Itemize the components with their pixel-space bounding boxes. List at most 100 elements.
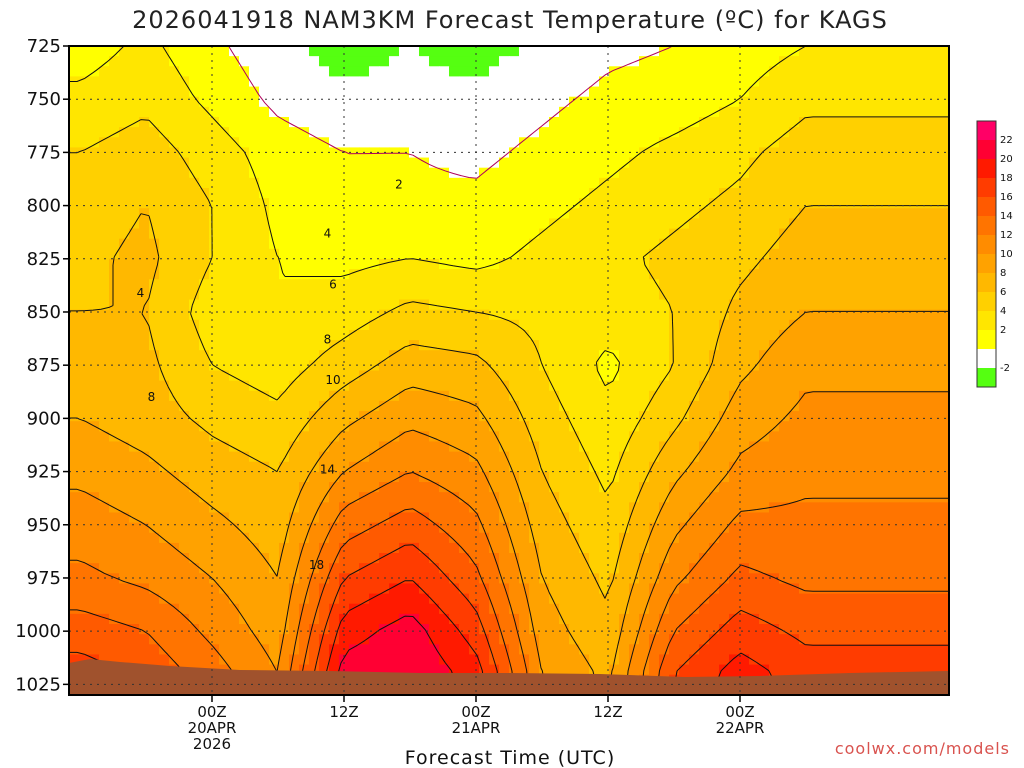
heatmap-cell bbox=[439, 106, 450, 118]
heatmap-cell bbox=[329, 319, 340, 331]
heatmap-cell bbox=[839, 46, 850, 57]
heatmap-cell bbox=[109, 603, 120, 615]
heatmap-cell bbox=[789, 248, 800, 260]
heatmap-cell bbox=[739, 116, 750, 128]
heatmap-cell bbox=[469, 400, 480, 412]
heatmap-cell bbox=[869, 370, 880, 382]
heatmap-cell bbox=[319, 127, 330, 138]
heatmap-cell bbox=[529, 431, 540, 443]
heatmap-cell bbox=[249, 400, 260, 412]
heatmap-cell bbox=[89, 461, 100, 473]
heatmap-cell bbox=[799, 350, 810, 361]
heatmap-cell bbox=[639, 46, 650, 57]
heatmap-cell bbox=[799, 167, 810, 179]
heatmap-cell bbox=[809, 593, 820, 605]
heatmap-cell bbox=[429, 573, 440, 585]
heatmap-cell bbox=[119, 471, 130, 483]
heatmap-cell bbox=[99, 542, 110, 554]
heatmap-cell bbox=[529, 86, 540, 98]
heatmap-cell bbox=[339, 603, 350, 615]
heatmap-cell bbox=[829, 431, 840, 443]
heatmap-cell bbox=[629, 96, 640, 108]
heatmap-cell bbox=[159, 431, 170, 443]
heatmap-cell bbox=[879, 380, 890, 392]
heatmap-cell bbox=[499, 289, 510, 301]
heatmap-cell bbox=[479, 400, 490, 412]
heatmap-cell bbox=[849, 441, 860, 453]
heatmap-cell bbox=[159, 279, 170, 290]
heatmap-cell bbox=[549, 289, 560, 301]
heatmap-cell bbox=[339, 340, 350, 351]
heatmap-cell bbox=[109, 380, 120, 392]
heatmap-cell bbox=[189, 289, 200, 301]
heatmap-cell bbox=[769, 573, 780, 585]
heatmap-cell bbox=[229, 563, 240, 574]
heatmap-cell bbox=[859, 522, 870, 534]
heatmap-cell bbox=[789, 350, 800, 361]
heatmap-cell bbox=[489, 370, 500, 382]
heatmap-cell bbox=[269, 380, 280, 392]
heatmap-cell bbox=[839, 228, 850, 240]
heatmap-cell bbox=[429, 380, 440, 392]
heatmap-cell bbox=[559, 603, 570, 615]
heatmap-cell bbox=[869, 553, 880, 564]
heatmap-cell bbox=[749, 238, 760, 250]
heatmap-cell bbox=[339, 106, 350, 118]
heatmap-cell bbox=[939, 127, 949, 138]
heatmap-cell bbox=[429, 482, 440, 493]
heatmap-cell bbox=[319, 309, 330, 321]
heatmap-cell bbox=[619, 553, 630, 564]
heatmap-cell bbox=[839, 390, 850, 402]
heatmap-cell bbox=[549, 593, 560, 605]
heatmap-cell bbox=[109, 411, 120, 422]
heatmap-cell bbox=[89, 208, 100, 219]
heatmap-cell bbox=[819, 46, 830, 57]
heatmap-cell bbox=[609, 299, 620, 311]
heatmap-cell bbox=[569, 157, 580, 169]
heatmap-cell bbox=[319, 400, 330, 412]
heatmap-cell bbox=[529, 451, 540, 463]
heatmap-cell bbox=[709, 573, 720, 585]
heatmap-cell bbox=[479, 137, 490, 149]
heatmap-cell bbox=[819, 86, 830, 98]
heatmap-cell bbox=[709, 329, 720, 341]
heatmap-cell bbox=[779, 218, 790, 230]
heatmap-cell bbox=[749, 289, 760, 301]
heatmap-cell bbox=[799, 583, 810, 595]
heatmap-cell bbox=[939, 86, 949, 98]
heatmap-cell bbox=[609, 56, 620, 67]
heatmap-cell bbox=[249, 238, 260, 250]
heatmap-cell bbox=[509, 593, 520, 605]
heatmap-cell bbox=[909, 370, 920, 382]
heatmap-cell bbox=[769, 421, 780, 432]
heatmap-cell bbox=[499, 177, 510, 189]
heatmap-cell bbox=[749, 187, 760, 199]
heatmap-cell bbox=[529, 208, 540, 219]
heatmap-cell bbox=[209, 279, 220, 290]
heatmap-cell bbox=[199, 258, 210, 270]
heatmap-cell bbox=[369, 319, 380, 331]
heatmap-cell bbox=[249, 390, 260, 402]
heatmap-cell bbox=[789, 603, 800, 615]
heatmap-cell bbox=[729, 553, 740, 564]
heatmap-cell bbox=[529, 299, 540, 311]
heatmap-cell bbox=[229, 248, 240, 260]
heatmap-cell bbox=[869, 451, 880, 463]
heatmap-cell bbox=[859, 441, 870, 453]
heatmap-cell bbox=[929, 512, 940, 524]
heatmap-cell bbox=[899, 56, 910, 67]
heatmap-cell bbox=[129, 431, 140, 443]
heatmap-cell bbox=[79, 329, 90, 341]
heatmap-cell bbox=[599, 289, 610, 301]
heatmap-cell bbox=[849, 553, 860, 564]
heatmap-cell bbox=[249, 563, 260, 574]
heatmap-cell bbox=[789, 532, 800, 544]
heatmap-cell bbox=[459, 208, 470, 219]
heatmap-cell bbox=[409, 228, 420, 240]
heatmap-cell bbox=[349, 167, 360, 179]
heatmap-cell bbox=[559, 340, 570, 351]
heatmap-cell bbox=[119, 350, 130, 361]
heatmap-cell bbox=[149, 319, 160, 331]
heatmap-cell bbox=[549, 279, 560, 290]
heatmap-cell bbox=[879, 218, 890, 230]
